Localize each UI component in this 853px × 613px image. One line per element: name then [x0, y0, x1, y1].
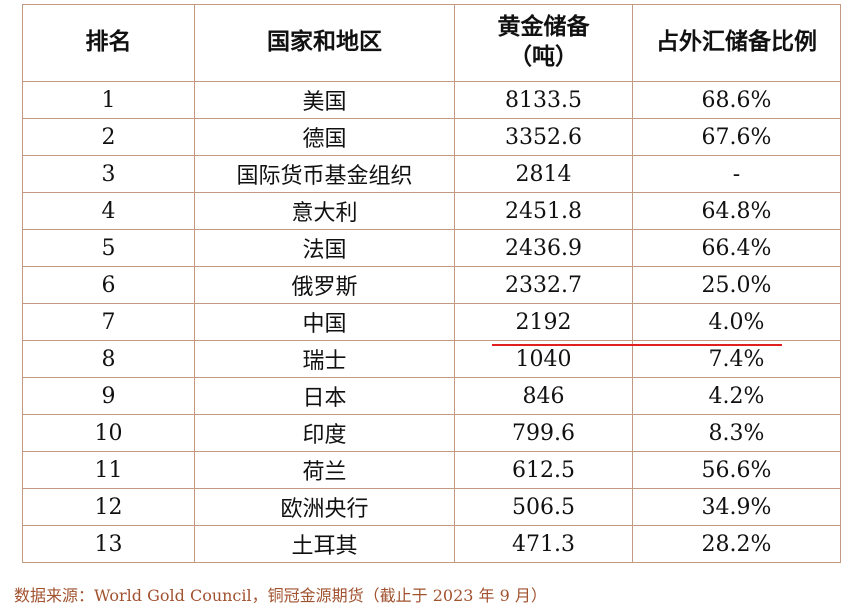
cell-country: 日本 — [194, 377, 455, 415]
cell-ratio: 64.8% — [632, 192, 841, 230]
cell-gold-reserves: 612.5 — [454, 451, 633, 489]
header-ratio: 占外汇储备比例 — [632, 4, 841, 82]
cell-ratio: 8.3% — [632, 414, 841, 452]
cell-gold-reserves: 2192 — [454, 303, 633, 341]
cell-gold-reserves: 3352.6 — [454, 118, 633, 156]
cell-country: 国际货币基金组织 — [194, 155, 455, 193]
cell-rank: 11 — [22, 451, 195, 489]
cell-country: 中国 — [194, 303, 455, 341]
cell-rank: 1 — [22, 81, 195, 119]
source-note: 数据来源：World Gold Council，铜冠金源期货（截止于 2023 … — [14, 586, 547, 605]
cell-rank: 10 — [22, 414, 195, 452]
header-gold-reserves: 黄金储备 （吨） — [454, 4, 633, 82]
cell-country: 法国 — [194, 229, 455, 267]
cell-gold-reserves: 1040 — [454, 340, 633, 378]
cell-rank: 6 — [22, 266, 195, 304]
header-rank: 排名 — [22, 4, 195, 82]
cell-gold-reserves: 799.6 — [454, 414, 633, 452]
cell-gold-reserves: 471.3 — [454, 525, 633, 563]
cell-country: 土耳其 — [194, 525, 455, 563]
cell-gold-reserves: 2451.8 — [454, 192, 633, 230]
cell-country: 荷兰 — [194, 451, 455, 489]
cell-gold-reserves: 506.5 — [454, 488, 633, 526]
cell-country: 俄罗斯 — [194, 266, 455, 304]
cell-ratio: 56.6% — [632, 451, 841, 489]
table-row: 2 德国 3352.6 67.6% — [22, 118, 841, 156]
table-body: 1 美国 8133.5 68.6% 2 德国 3352.6 67.6% 3 国际货币基金组织 281… — [22, 81, 841, 563]
cell-country: 瑞士 — [194, 340, 455, 378]
cell-country: 印度 — [194, 414, 455, 452]
header-gold-line2: （吨） — [509, 44, 578, 70]
cell-rank: 8 — [22, 340, 195, 378]
cell-rank: 5 — [22, 229, 195, 267]
table-row: 3 国际货币基金组织 2814- — [22, 155, 841, 193]
highlight-underline — [492, 344, 782, 346]
cell-rank: 12 — [22, 488, 195, 526]
cell-ratio: 67.6% — [632, 118, 841, 156]
cell-rank: 9 — [22, 377, 195, 415]
cell-ratio: 34.9% — [632, 488, 841, 526]
table-row: 9 日本 846 4.2% — [22, 377, 841, 415]
cell-ratio: 66.4% — [632, 229, 841, 267]
cell-gold-reserves: 8133.5 — [454, 81, 633, 119]
cell-rank: 7 — [22, 303, 195, 341]
header-gold-line1: 黄金储备 — [497, 14, 590, 41]
cell-country: 欧洲央行 — [194, 488, 455, 526]
table-header-row: 排名 国家和地区 黄金储备 （吨） 占外汇储备比例 — [22, 4, 841, 82]
cell-ratio: 7.4% — [632, 340, 841, 378]
cell-country: 美国 — [194, 81, 455, 119]
table-row: 6 俄罗斯 2332.7 25.0% — [22, 266, 841, 304]
table-row: 11 荷兰 612.5 56.6% — [22, 451, 841, 489]
cell-country: 意大利 — [194, 192, 455, 230]
cell-ratio: 4.0% — [632, 303, 841, 341]
header-country: 国家和地区 — [194, 4, 455, 82]
cell-gold-reserves: 2814 — [454, 155, 633, 193]
cell-country: 德国 — [194, 118, 455, 156]
cell-ratio: 4.2% — [632, 377, 841, 415]
cell-rank: 3 — [22, 155, 195, 193]
cell-rank: 4 — [22, 192, 195, 230]
table-row: 8 瑞士 1040 7.4% — [22, 340, 841, 378]
cell-rank: 2 — [22, 118, 195, 156]
table-row: 1 美国 8133.5 68.6% — [22, 81, 841, 119]
table-row: 4 意大利 2451.8 64.8% — [22, 192, 841, 230]
table-row: 12 欧洲央行 506.5 34.9% — [22, 488, 841, 526]
cell-rank: 13 — [22, 525, 195, 563]
cell-ratio: 25.0% — [632, 266, 841, 304]
table-row: 10 印度 799.6 8.3% — [22, 414, 841, 452]
table-row: 7 中国 2192 4.0% — [22, 303, 841, 341]
table-row: 5 法国 2436.9 66.4% — [22, 229, 841, 267]
cell-gold-reserves: 846 — [454, 377, 633, 415]
cell-gold-reserves: 2332.7 — [454, 266, 633, 304]
table-row: 13 土耳其 471.3 28.2% — [22, 525, 841, 563]
cell-ratio: 68.6% — [632, 81, 841, 119]
cell-ratio: 28.2% — [632, 525, 841, 563]
cell-ratio: - — [632, 155, 841, 193]
cell-gold-reserves: 2436.9 — [454, 229, 633, 267]
gold-reserves-table: 排名 国家和地区 黄金储备 （吨） 占外汇储备比例 1 美国 8133.5 68.6%… — [22, 4, 841, 563]
